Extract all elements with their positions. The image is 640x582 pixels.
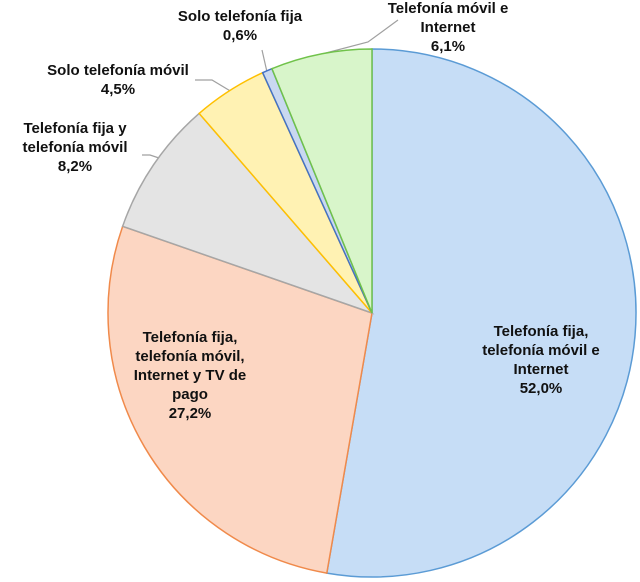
label-value: 27,2% xyxy=(168,405,212,422)
data-label: Telefonía móvil e Internet 6,1% xyxy=(378,0,518,56)
label-value: 52,0% xyxy=(519,380,563,397)
pie-slice xyxy=(121,112,375,315)
data-label: Solo telefonía móvil 4,5% xyxy=(18,61,218,99)
label-value: 6,1% xyxy=(430,38,466,55)
data-label: Solo telefonía fija 0,6% xyxy=(155,7,325,45)
label-name: Telefonía móvil e Internet xyxy=(387,0,509,36)
data-label: Telefonía fija, telefonía móvil, Interne… xyxy=(115,328,265,423)
leader-line xyxy=(195,79,233,93)
label-name: Telefonía fija, telefonía móvil e Intern… xyxy=(482,323,600,378)
leader-line xyxy=(321,19,399,55)
label-name: Telefonía fija y telefonía móvil xyxy=(22,120,128,156)
pie-slice xyxy=(325,48,637,578)
data-label: Telefonía fija y telefonía móvil 8,2% xyxy=(0,119,155,176)
leader-line xyxy=(261,49,268,73)
data-label: Telefonía fija, telefonía móvil e Intern… xyxy=(461,322,621,398)
pie-slice xyxy=(107,225,373,574)
pie-slice xyxy=(270,48,373,314)
label-value: 8,2% xyxy=(57,158,93,175)
label-value: 0,6% xyxy=(222,27,258,44)
label-value: 4,5% xyxy=(100,81,136,98)
label-name: Telefonía fija, telefonía móvil, Interne… xyxy=(133,329,247,403)
label-name: Solo telefonía móvil xyxy=(47,62,189,79)
label-name: Solo telefonía fija xyxy=(177,8,303,25)
